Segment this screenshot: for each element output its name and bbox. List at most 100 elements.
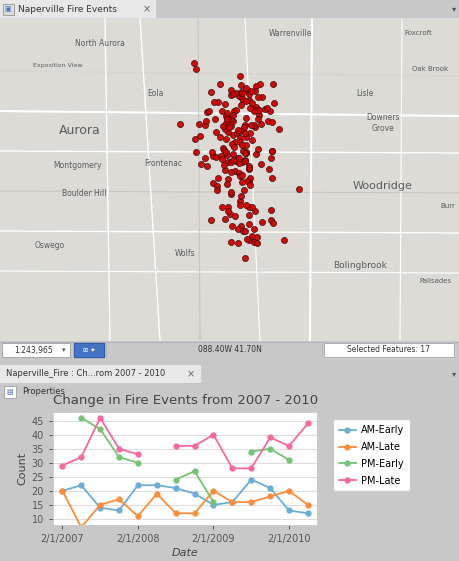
Line: PM-Early: PM-Early bbox=[78, 415, 140, 465]
Text: Naperville Fire Events: Naperville Fire Events bbox=[18, 4, 117, 13]
Point bbox=[243, 176, 250, 185]
Point bbox=[246, 103, 253, 112]
Point bbox=[207, 215, 214, 224]
Point bbox=[224, 207, 231, 216]
Point bbox=[236, 197, 243, 206]
Point bbox=[264, 164, 272, 173]
Point bbox=[195, 119, 202, 128]
AM-Late bbox=[116, 496, 122, 503]
Point bbox=[245, 202, 252, 211]
Point bbox=[208, 151, 216, 160]
Point bbox=[242, 84, 249, 93]
Text: 088.40W 41.70N: 088.40W 41.70N bbox=[198, 346, 261, 355]
AM-Early bbox=[304, 510, 310, 517]
Point bbox=[238, 171, 246, 180]
Point bbox=[248, 135, 255, 144]
Point bbox=[247, 87, 254, 96]
AM-Late bbox=[135, 513, 140, 519]
AM-Early bbox=[154, 482, 159, 489]
Point bbox=[234, 125, 241, 134]
Point bbox=[207, 147, 215, 156]
Point bbox=[241, 120, 248, 129]
Point bbox=[213, 182, 220, 191]
Point bbox=[253, 238, 261, 247]
Point bbox=[241, 227, 249, 236]
Bar bbox=[74, 343, 104, 357]
AM-Early bbox=[135, 482, 140, 489]
Point bbox=[251, 122, 258, 131]
Point bbox=[236, 81, 244, 90]
Point bbox=[215, 80, 223, 89]
Point bbox=[231, 167, 239, 176]
Point bbox=[227, 122, 235, 131]
Point bbox=[240, 186, 247, 195]
Point bbox=[227, 167, 235, 176]
AM-Late bbox=[229, 499, 235, 505]
Text: Foxcroft: Foxcroft bbox=[403, 30, 431, 36]
Point bbox=[227, 158, 234, 167]
Point bbox=[253, 233, 261, 242]
Point bbox=[227, 90, 235, 99]
Point bbox=[202, 120, 209, 129]
Point bbox=[236, 72, 244, 81]
Point bbox=[216, 132, 224, 141]
Point bbox=[230, 142, 237, 151]
Point bbox=[245, 162, 252, 171]
Point bbox=[211, 114, 218, 123]
PM-Early bbox=[116, 454, 122, 461]
PM-Late bbox=[60, 462, 65, 469]
Point bbox=[257, 159, 264, 168]
Point bbox=[269, 218, 276, 227]
Point bbox=[256, 79, 263, 88]
Point bbox=[201, 154, 208, 163]
Text: ⊞ ✦: ⊞ ✦ bbox=[83, 347, 95, 352]
Point bbox=[241, 149, 248, 158]
Text: Aurora: Aurora bbox=[59, 125, 101, 137]
Point bbox=[220, 160, 228, 169]
AM-Early bbox=[285, 507, 291, 514]
Point bbox=[241, 113, 249, 122]
Text: Lisle: Lisle bbox=[356, 89, 373, 98]
Text: Burr: Burr bbox=[440, 203, 454, 209]
Point bbox=[236, 88, 244, 96]
Point bbox=[248, 232, 255, 241]
Point bbox=[192, 148, 200, 157]
Point bbox=[245, 177, 252, 186]
Point bbox=[251, 207, 258, 216]
Text: Properties: Properties bbox=[22, 388, 65, 397]
Point bbox=[238, 94, 245, 103]
PM-Late bbox=[116, 445, 122, 452]
Point bbox=[221, 215, 228, 224]
Point bbox=[241, 156, 248, 165]
Point bbox=[234, 153, 241, 162]
Point bbox=[237, 221, 245, 230]
Point bbox=[252, 81, 259, 90]
Point bbox=[235, 168, 242, 177]
Point bbox=[238, 88, 245, 97]
Text: 1:243,965: 1:243,965 bbox=[15, 346, 53, 355]
Point bbox=[245, 210, 252, 219]
Point bbox=[238, 177, 246, 186]
Point bbox=[229, 90, 236, 99]
Point bbox=[236, 126, 243, 135]
Point bbox=[238, 157, 246, 166]
Point bbox=[227, 189, 235, 198]
Bar bbox=[323, 343, 453, 357]
Point bbox=[269, 99, 277, 108]
Point bbox=[239, 96, 246, 105]
Point bbox=[236, 133, 243, 142]
Point bbox=[245, 89, 252, 98]
Point bbox=[224, 202, 231, 211]
Point bbox=[218, 203, 225, 211]
Point bbox=[221, 165, 228, 174]
Bar bbox=[323, 343, 453, 357]
AM-Late bbox=[191, 510, 197, 517]
Point bbox=[246, 128, 253, 137]
Bar bbox=[74, 343, 104, 357]
Point bbox=[250, 121, 257, 130]
Text: Bolingbrook: Bolingbrook bbox=[332, 261, 386, 270]
Text: Warrenville: Warrenville bbox=[268, 29, 311, 38]
AM-Early bbox=[229, 499, 235, 505]
AM-Early bbox=[173, 485, 178, 491]
PM-Late bbox=[97, 415, 103, 421]
